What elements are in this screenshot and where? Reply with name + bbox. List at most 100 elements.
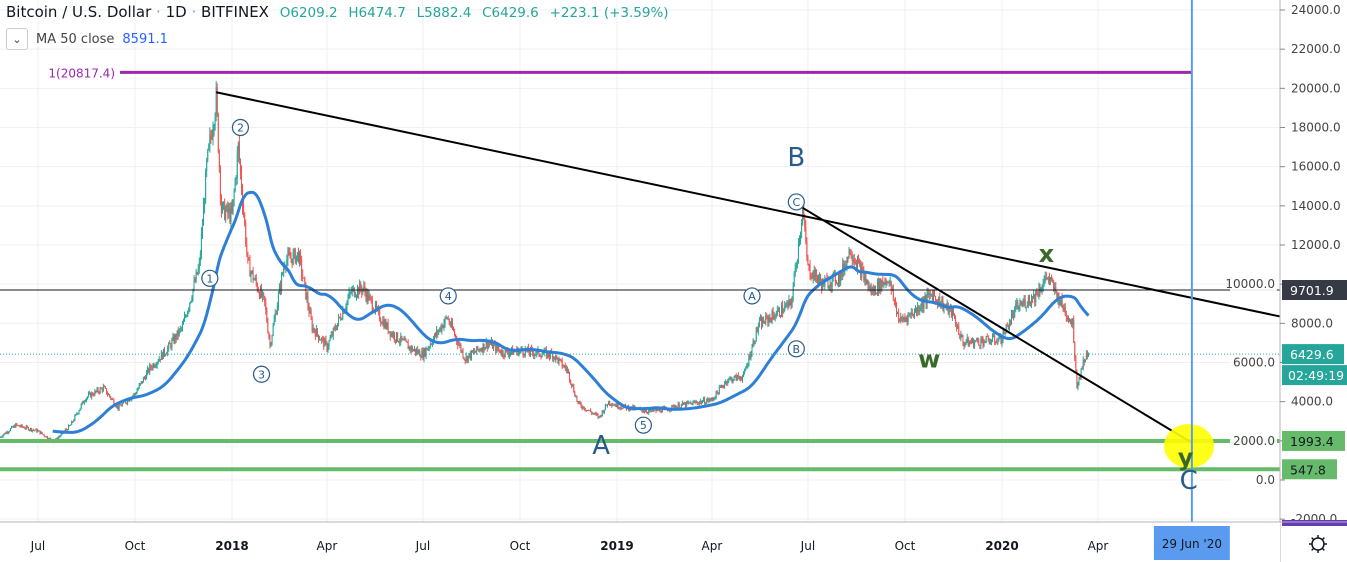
candle-body bbox=[78, 410, 80, 414]
candle-body bbox=[434, 333, 436, 339]
candle-body bbox=[1028, 296, 1030, 303]
candle-body bbox=[924, 296, 926, 301]
candle-body bbox=[232, 199, 234, 213]
candle-body bbox=[366, 291, 368, 300]
candle-body bbox=[240, 171, 242, 191]
candle-body bbox=[180, 328, 182, 330]
candle-body bbox=[977, 338, 979, 342]
candle-body bbox=[766, 315, 768, 317]
candle-body bbox=[887, 282, 889, 284]
candle-body bbox=[102, 386, 104, 391]
chevron-down-icon[interactable]: ⌄ bbox=[6, 28, 28, 50]
candle-body bbox=[894, 301, 896, 304]
candle-body bbox=[994, 335, 996, 342]
candle-body bbox=[186, 316, 188, 318]
candle-body bbox=[875, 293, 877, 295]
candle-body bbox=[873, 286, 875, 292]
candle-body bbox=[392, 333, 394, 337]
candle-body bbox=[194, 280, 196, 282]
candle-body bbox=[811, 277, 813, 279]
candle-body bbox=[95, 390, 97, 392]
candle-body bbox=[884, 282, 886, 284]
candle-body bbox=[25, 426, 27, 429]
time-axis bbox=[0, 522, 1280, 562]
candle-body bbox=[775, 315, 777, 317]
candle-body bbox=[134, 393, 136, 395]
settings-button[interactable] bbox=[1305, 531, 1331, 557]
candle-body bbox=[143, 377, 145, 379]
candle-body bbox=[311, 318, 313, 332]
candle-body bbox=[257, 290, 259, 293]
candle-body bbox=[767, 316, 769, 323]
candle-body bbox=[1026, 304, 1028, 307]
candle-body bbox=[889, 281, 891, 283]
candle-body bbox=[316, 328, 318, 335]
candle-body bbox=[191, 298, 193, 302]
candle-body bbox=[310, 311, 312, 319]
interval[interactable]: 1D bbox=[165, 3, 187, 21]
candle-body bbox=[74, 415, 76, 421]
price-tick-label: 14000.0 bbox=[1291, 199, 1341, 213]
candle-body bbox=[474, 351, 476, 353]
candle-body bbox=[582, 406, 584, 409]
candle-body bbox=[394, 339, 396, 341]
candle-body bbox=[163, 348, 165, 355]
candle-body bbox=[958, 326, 960, 335]
time-tick-label: Apr bbox=[1088, 539, 1109, 553]
price-tick-label: 20000.0 bbox=[1291, 81, 1341, 95]
candle-body bbox=[69, 425, 71, 427]
candle-body bbox=[277, 293, 279, 306]
candle-body bbox=[618, 408, 620, 410]
candle-body bbox=[453, 328, 455, 331]
candle-body bbox=[723, 386, 725, 388]
candle-body bbox=[1033, 293, 1035, 299]
candle-body bbox=[50, 438, 52, 440]
candle-body bbox=[828, 287, 830, 289]
candle-body bbox=[673, 405, 675, 409]
candle-body bbox=[671, 405, 673, 410]
candle-body bbox=[171, 340, 173, 348]
candle-body bbox=[930, 294, 932, 296]
price-tick-label-bg bbox=[1230, 354, 1277, 370]
candle-body bbox=[192, 289, 194, 299]
candle-body bbox=[18, 425, 20, 427]
symbol-legend: Bitcoin / U.S. Dollar · 1D · BITFINEX O6… bbox=[6, 3, 669, 21]
candle-body bbox=[399, 341, 401, 343]
candle-body bbox=[176, 330, 178, 339]
candle-body bbox=[988, 340, 990, 344]
candle-body bbox=[239, 160, 241, 172]
candle-body bbox=[293, 249, 295, 253]
candle-body bbox=[557, 357, 559, 363]
candle-body bbox=[86, 396, 88, 399]
candle-body bbox=[369, 295, 371, 298]
candle-body bbox=[806, 241, 808, 257]
candle-body bbox=[966, 337, 968, 343]
candle-body bbox=[37, 430, 39, 432]
candle-body bbox=[913, 311, 915, 317]
candle-body bbox=[783, 311, 785, 314]
candle-body bbox=[500, 352, 502, 355]
candle-body bbox=[782, 305, 784, 314]
wave-label: A bbox=[592, 431, 610, 461]
candle-body bbox=[90, 392, 92, 398]
candle-body bbox=[880, 278, 882, 291]
candle-body bbox=[647, 412, 649, 414]
candle-body bbox=[796, 259, 798, 266]
candle-body bbox=[877, 281, 879, 294]
candle-body bbox=[777, 308, 779, 311]
candle-body bbox=[145, 377, 147, 380]
indicator-label[interactable]: MA 50 close bbox=[36, 31, 115, 47]
candle-body bbox=[418, 350, 420, 354]
candle-body bbox=[836, 282, 838, 284]
candle-body bbox=[38, 430, 40, 432]
candle-body bbox=[16, 423, 18, 426]
candle-body bbox=[589, 410, 591, 412]
candle-body bbox=[295, 255, 297, 263]
candle-body bbox=[868, 287, 870, 289]
candle-body bbox=[572, 385, 574, 387]
time-tick-label: Jul bbox=[415, 539, 430, 553]
candle-body bbox=[32, 429, 34, 432]
candle-body bbox=[809, 265, 811, 277]
candle-body bbox=[336, 323, 338, 330]
